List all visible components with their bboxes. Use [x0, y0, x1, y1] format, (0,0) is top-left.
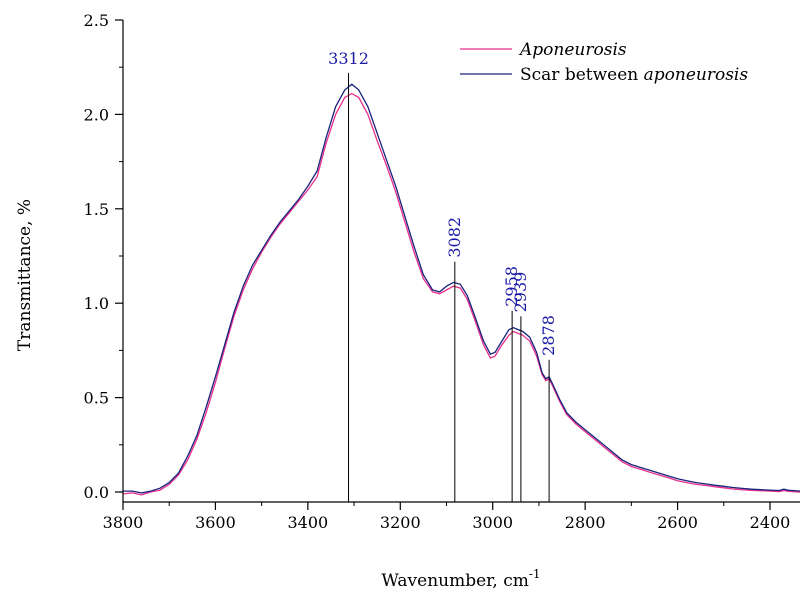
- plot-series-group: [122, 83, 800, 496]
- y-tick-label-3: 1.5: [84, 200, 109, 219]
- y-axis-label: Transmittance, %: [15, 199, 35, 351]
- peak-label-2939: 2939: [511, 272, 530, 313]
- x-tick-label-2600: 2600: [657, 513, 698, 532]
- x-tick-label-2800: 2800: [565, 513, 606, 532]
- x-tick-label-3200: 3200: [380, 513, 421, 532]
- x-tick-label-2400: 2400: [750, 513, 791, 532]
- y-tick-label-2: 1.0: [84, 294, 109, 313]
- x-tick-label-3600: 3600: [195, 513, 236, 532]
- legend-label-aponeurosis: Aponeurosis: [518, 40, 627, 60]
- x-axis-label: Wavenumber, cm-1: [381, 567, 540, 591]
- legend-label-scar: Scar between aponeurosis: [520, 65, 748, 85]
- legend: Aponeurosis Scar between aponeurosis: [460, 40, 748, 85]
- y-tick-label-1: 0.5: [84, 389, 109, 408]
- peak-label-2958: 2958: [502, 266, 521, 307]
- x-tick-label-3000: 3000: [472, 513, 513, 532]
- y-tick-label-4: 2.0: [84, 105, 109, 124]
- y-tick-label-5: 2.5: [84, 11, 109, 30]
- tick-group: 3800 3600 3400 3200 3000 2800 2600 2400 0.0 0.5 1.…: [84, 11, 791, 532]
- peak-label-3312: 3312: [328, 49, 369, 68]
- series-line-1: [123, 83, 800, 494]
- x-tick-label-3800: 3800: [103, 513, 144, 532]
- x-tick-label-3400: 3400: [287, 513, 328, 532]
- peak-label-3082: 3082: [445, 217, 464, 258]
- axes-group: [122, 20, 800, 503]
- series-line-0: [122, 92, 800, 496]
- y-tick-label-0: 0.0: [84, 483, 109, 502]
- peak-label-2878: 2878: [539, 315, 558, 356]
